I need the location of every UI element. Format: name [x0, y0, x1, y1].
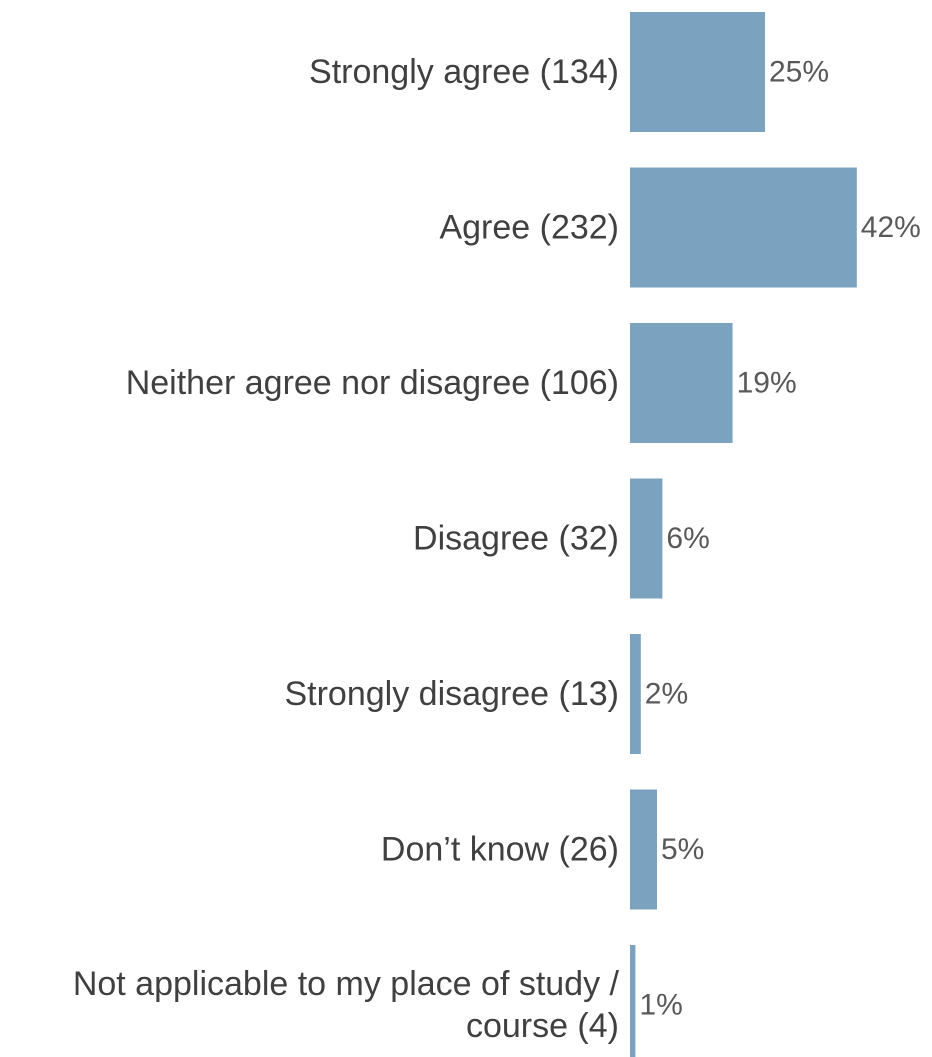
value-label: 25% [769, 56, 829, 89]
category-label: Disagree (32) [413, 520, 619, 558]
value-labels: 25% 42% 19% 6% 2% 5% 1% [639, 56, 920, 1022]
category-labels: Strongly agree (134) Agree (232) Neither a… [73, 53, 620, 1045]
category-label: Neither agree nor disagree (106) [126, 364, 619, 402]
bar [630, 634, 641, 754]
category-label: Strongly disagree (13) [284, 675, 619, 713]
bar [630, 789, 657, 910]
bar [630, 12, 765, 132]
value-label: 2% [645, 678, 688, 711]
bar [630, 945, 636, 1057]
category-label: Agree (232) [439, 209, 619, 247]
bar [630, 478, 663, 599]
value-label: 6% [666, 522, 709, 555]
value-label: 19% [737, 367, 797, 400]
category-label: Not applicable to my place of study / cou… [73, 965, 620, 1045]
value-label: 42% [861, 211, 921, 244]
bars-layer [630, 12, 857, 1057]
value-label: 1% [639, 989, 682, 1022]
value-label: 5% [661, 833, 704, 866]
category-label: Don’t know (26) [381, 831, 619, 869]
category-label: Strongly agree (134) [309, 53, 619, 91]
bar [630, 323, 733, 443]
bar [630, 167, 857, 288]
